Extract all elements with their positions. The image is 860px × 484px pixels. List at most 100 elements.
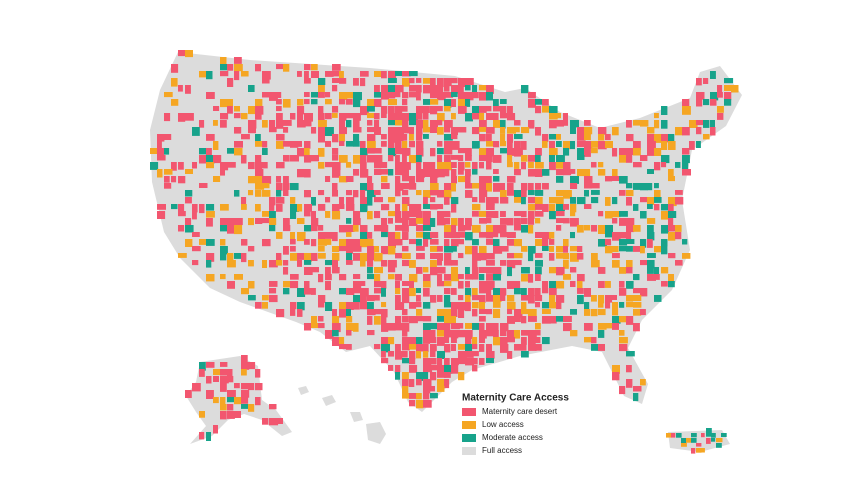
county (178, 176, 186, 184)
county (276, 260, 283, 266)
county (367, 267, 373, 274)
county (395, 176, 401, 183)
legend-swatch (462, 434, 476, 442)
county (185, 50, 193, 58)
county (409, 393, 417, 399)
county (164, 113, 171, 122)
county (311, 225, 318, 232)
county (339, 204, 345, 209)
county (395, 162, 403, 171)
county (493, 239, 500, 247)
county (353, 127, 362, 133)
county (185, 113, 194, 121)
county (395, 225, 403, 231)
county (318, 85, 325, 94)
county (486, 127, 495, 134)
county (402, 358, 409, 364)
county (416, 190, 422, 196)
county (241, 288, 249, 295)
county (332, 253, 340, 261)
county (311, 239, 317, 247)
county (654, 120, 660, 129)
county (514, 197, 523, 203)
county (269, 127, 277, 133)
county (423, 379, 432, 388)
county (395, 372, 400, 380)
county (465, 288, 472, 297)
county (451, 365, 459, 374)
county (451, 92, 458, 97)
county (528, 344, 537, 351)
county (269, 218, 277, 225)
county (311, 267, 319, 273)
county (339, 92, 348, 100)
county (668, 218, 674, 226)
county (668, 225, 677, 232)
county (318, 113, 325, 121)
county (395, 274, 402, 281)
county (668, 141, 676, 150)
county (681, 443, 687, 447)
county (276, 197, 285, 204)
county (577, 141, 585, 148)
county (423, 218, 431, 227)
county (535, 183, 542, 190)
county (458, 92, 467, 101)
county (472, 85, 477, 94)
county (710, 71, 716, 79)
county (346, 239, 355, 248)
county (479, 316, 486, 322)
county (388, 127, 396, 136)
county (451, 316, 456, 325)
county (535, 253, 543, 258)
county (542, 183, 549, 190)
county (444, 309, 453, 317)
county (444, 155, 451, 162)
county (325, 330, 334, 339)
county (598, 344, 605, 351)
county (199, 183, 208, 188)
county (248, 295, 256, 301)
county (444, 190, 452, 199)
county (598, 239, 607, 247)
county (290, 141, 299, 148)
county (311, 211, 316, 219)
county (556, 211, 565, 217)
county (514, 120, 521, 126)
county (353, 78, 359, 86)
county (423, 197, 428, 206)
county (514, 148, 523, 157)
county (605, 295, 613, 303)
county (395, 232, 401, 240)
county (430, 393, 438, 399)
county (577, 225, 584, 233)
county (416, 393, 422, 400)
county (409, 400, 416, 407)
county (318, 316, 324, 322)
county (486, 358, 494, 363)
county (535, 218, 541, 224)
county (556, 218, 565, 223)
county (262, 78, 270, 84)
county (598, 295, 605, 304)
county (409, 281, 414, 290)
county (710, 99, 717, 106)
county (647, 225, 654, 234)
county (220, 397, 226, 405)
county (633, 309, 642, 316)
county (367, 134, 376, 143)
county (654, 134, 663, 143)
county (304, 78, 311, 84)
county (234, 397, 242, 405)
county (444, 99, 452, 108)
county (479, 281, 488, 289)
county (353, 246, 362, 252)
county (416, 162, 422, 171)
county (430, 106, 438, 115)
county (521, 288, 527, 296)
county (318, 253, 326, 259)
county (353, 239, 362, 248)
county (626, 316, 634, 325)
county (318, 78, 326, 85)
county (521, 267, 530, 274)
